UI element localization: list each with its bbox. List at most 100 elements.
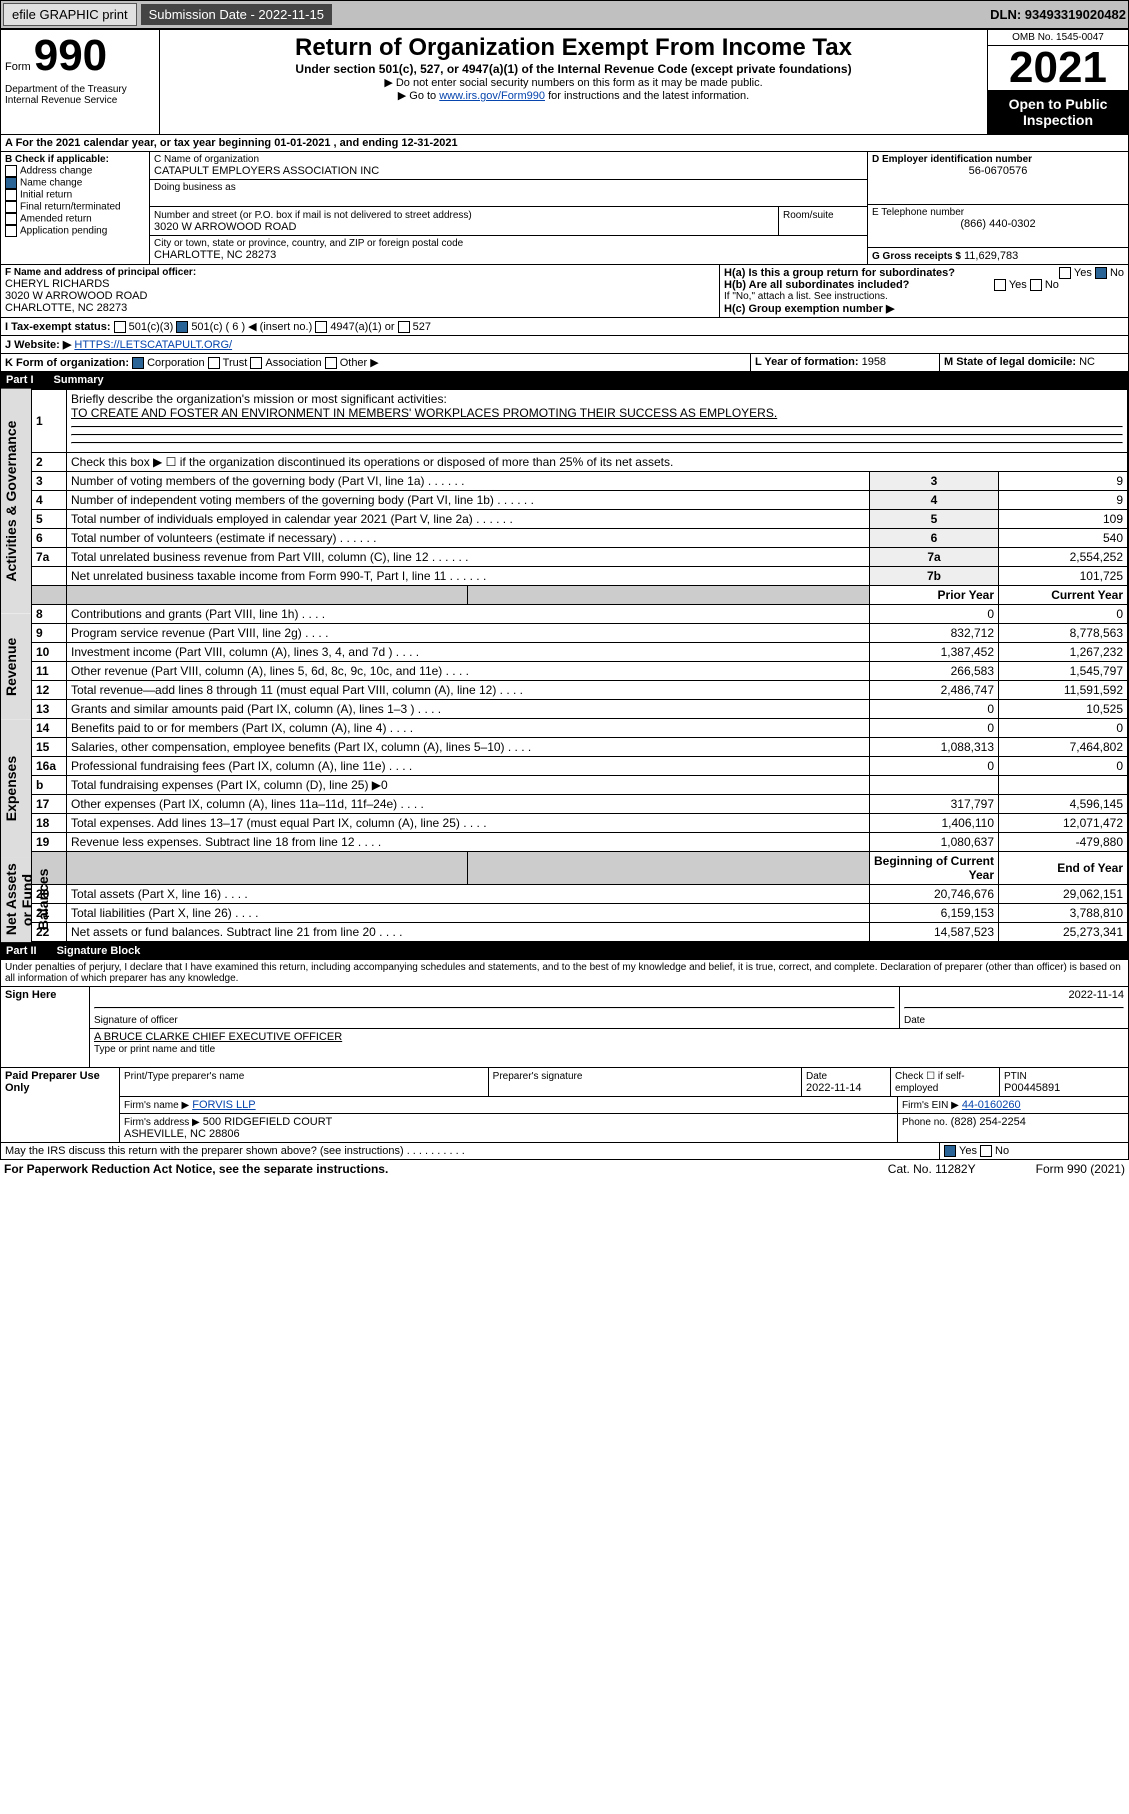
l-label: L Year of formation: [755,356,859,368]
table-row: 10Investment income (Part VIII, column (… [32,643,1128,662]
phone-label: Phone no. [902,1117,948,1128]
part2-num: Part II [6,945,37,957]
checkbox-name-change[interactable] [5,177,17,189]
i-501c[interactable] [176,321,188,333]
k-other[interactable] [325,357,337,369]
ein-label: Firm's EIN ▶ [902,1100,959,1111]
paperwork: For Paperwork Reduction Act Notice, see … [4,1162,388,1176]
form-title: Return of Organization Exempt From Incom… [164,34,983,62]
section-expenses: Expenses [1,719,31,857]
s1-q1: Briefly describe the organization's miss… [71,392,447,406]
discuss-line: May the IRS discuss this return with the… [0,1143,1129,1160]
d-val: 56-0670576 [872,165,1124,177]
form-subtitle: Under section 501(c), 527, or 4947(a)(1)… [164,62,983,76]
table-row: 6Total number of volunteers (estimate if… [32,529,1128,548]
form-note-ssn: ▶ Do not enter social security numbers o… [164,76,983,89]
pt-name-label: Print/Type preparer's name [124,1071,244,1082]
c-city-label: City or town, state or province, country… [154,238,863,249]
h-note: If "No," attach a list. See instructions… [724,291,1124,302]
firm-link[interactable]: FORVIS LLP [192,1099,255,1111]
c-addr-label: Number and street (or P.O. box if mail i… [154,210,472,221]
k-corp-label: Corporation [147,357,204,369]
hb-no[interactable] [1030,279,1042,291]
b-label: B Check if applicable: [5,154,145,165]
website-link[interactable]: HTTPS://LETSCATAPULT.ORG/ [74,339,232,351]
b-name: Name change [20,178,82,189]
b-app: Application pending [20,226,107,237]
f-label: F Name and address of principal officer: [5,267,715,278]
col-prior: Prior Year [870,586,999,605]
hb-yes[interactable] [994,279,1006,291]
firm-label: Firm's name ▶ [124,1100,189,1111]
form-footer: Form 990 (2021) [1036,1162,1125,1176]
b-final: Final return/terminated [20,202,121,213]
ha-no-label: No [1110,267,1124,279]
sig-name-label: Type or print name and title [94,1044,215,1055]
k-label: K Form of organization: [5,357,129,369]
ein-link[interactable]: 44-0160260 [962,1099,1021,1111]
table-row: 14Benefits paid to or for members (Part … [32,719,1128,738]
part2-header: Part II Signature Block [0,943,1129,959]
irs-link[interactable]: www.irs.gov/Form990 [439,90,545,102]
i-527[interactable] [398,321,410,333]
checkbox-initial[interactable] [5,189,17,201]
discuss-yes[interactable] [944,1145,956,1157]
c-name: CATAPULT EMPLOYERS ASSOCIATION INC [154,165,863,177]
ha-yes[interactable] [1059,267,1071,279]
table-row: 8Contributions and grants (Part VIII, li… [32,605,1128,624]
department: Department of the Treasury Internal Reve… [5,84,155,106]
sig-date-val: 2022-11-14 [904,989,1124,1001]
discuss-no[interactable] [980,1145,992,1157]
firm-addr2: ASHEVILLE, NC 28806 [124,1128,240,1140]
f-addr: 3020 W ARROWOOD ROAD [5,290,715,302]
line-a-text: A For the 2021 calendar year, or tax yea… [1,135,1128,151]
f-city: CHARLOTTE, NC 28273 [5,302,715,314]
checkbox-final[interactable] [5,201,17,213]
summary-table: 1Briefly describe the organization's mis… [31,389,1128,942]
c-name-label: C Name of organization [154,154,863,165]
table-row: 21Total liabilities (Part X, line 26) . … [32,904,1128,923]
i-527-label: 527 [413,321,431,333]
line-klm: K Form of organization: Corporation Trus… [0,354,1129,372]
sig-name: A BRUCE CLARKE CHIEF EXECUTIVE OFFICER [94,1031,1124,1043]
i-4947[interactable] [315,321,327,333]
open-public: Open to Public Inspection [988,90,1128,134]
section-net: Net Assets or Fund Balances [1,857,31,942]
m-label: M State of legal domicile: [944,356,1076,368]
k-trust[interactable] [208,357,220,369]
cat-no: Cat. No. 11282Y [888,1162,976,1176]
e-val: (866) 440-0302 [872,218,1124,230]
table-row: 7aTotal unrelated business revenue from … [32,548,1128,567]
part1-title: Summary [54,374,104,386]
g-label: G Gross receipts $ [872,251,961,262]
efile-print-button[interactable]: efile GRAPHIC print [3,3,137,26]
l-val: 1958 [862,356,886,368]
checkbox-amended[interactable] [5,213,17,225]
f-name: CHERYL RICHARDS [5,278,715,290]
table-row: 13Grants and similar amounts paid (Part … [32,700,1128,719]
submission-date: Submission Date - 2022-11-15 [141,4,332,25]
col-current: Current Year [999,586,1128,605]
c-dba-label: Doing business as [154,182,863,193]
checkbox-app-pending[interactable] [5,225,17,237]
g-val: 11,629,783 [964,250,1018,262]
ha-no[interactable] [1095,267,1107,279]
s1-q2: Check this box ▶ ☐ if the organization d… [67,453,1128,472]
section-governance: Activities & Governance [1,389,31,614]
sign-here-block: Sign Here Signature of officer 2022-11-1… [0,987,1129,1068]
ptin: P00445891 [1004,1082,1060,1094]
i-501c3[interactable] [114,321,126,333]
k-assoc[interactable] [250,357,262,369]
k-assoc-label: Association [265,357,321,369]
table-row: 11Other revenue (Part VIII, column (A), … [32,662,1128,681]
ha-yes-label: Yes [1074,267,1092,279]
block-fh: F Name and address of principal officer:… [0,265,1129,318]
form-number: 990 [34,31,107,80]
k-corp[interactable] [132,357,144,369]
checkbox-address-change[interactable] [5,165,17,177]
hb-label: H(b) Are all subordinates included? [724,279,909,291]
m-val: NC [1079,356,1095,368]
i-label: I Tax-exempt status: [5,321,111,333]
table-row: 20Total assets (Part X, line 16) . . . .… [32,885,1128,904]
link-suffix: for instructions and the latest informat… [548,90,749,102]
